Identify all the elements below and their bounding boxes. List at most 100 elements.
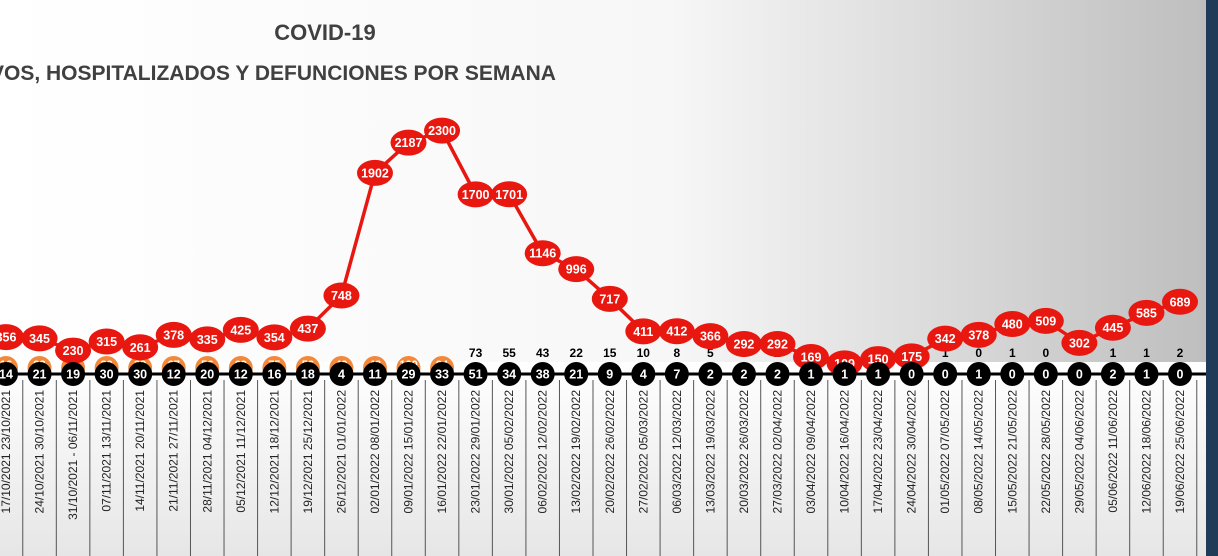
red-point-label: 345 — [29, 332, 50, 346]
black-point — [530, 362, 555, 386]
black-point-label: 1 — [1143, 368, 1150, 382]
red-point — [289, 315, 326, 342]
black-point — [1168, 362, 1192, 386]
red-point-label: 378 — [968, 328, 989, 342]
black-point-label: 14 — [0, 368, 13, 382]
black-point — [27, 362, 52, 386]
black-point — [1000, 362, 1025, 386]
red-point-label: 509 — [1035, 314, 1056, 328]
orange-point-label: 15 — [603, 346, 617, 360]
black-point-label: 29 — [402, 368, 416, 382]
x-tick-label: 30/01/2022 05/02/2022 — [502, 390, 516, 514]
black-point — [832, 362, 857, 386]
x-tick-label: 06/02/2022 12/02/2022 — [536, 390, 550, 514]
red-point-label: 437 — [297, 322, 318, 336]
black-point-label: 2 — [1109, 368, 1116, 382]
black-point-label: 30 — [133, 368, 147, 382]
black-point — [61, 362, 86, 386]
red-point-label: 411 — [633, 325, 653, 339]
black-point — [1067, 362, 1092, 386]
x-tick-label: 23/01/2022 29/01/2022 — [469, 390, 483, 514]
black-point-label: 34 — [502, 368, 516, 382]
orange-point-label: 43 — [536, 346, 550, 360]
black-point — [866, 362, 891, 386]
black-point — [497, 362, 522, 386]
red-point-label: 175 — [901, 350, 922, 364]
red-point — [1027, 307, 1064, 334]
black-point — [631, 362, 656, 386]
black-point — [799, 362, 824, 386]
black-point-label: 38 — [536, 368, 550, 382]
red-point-label: 302 — [1069, 336, 1090, 350]
x-tick-label: 09/01/2022 15/01/2022 — [402, 390, 416, 514]
black-point — [396, 362, 421, 386]
black-point-label: 0 — [1009, 368, 1016, 382]
red-point — [222, 316, 259, 343]
red-point — [1162, 288, 1198, 315]
orange-point-label: 10 — [637, 346, 651, 360]
black-point — [195, 362, 220, 386]
x-tick-label: 02/01/2022 08/01/2022 — [368, 390, 382, 514]
red-point — [994, 311, 1031, 337]
red-point-label: 230 — [63, 344, 84, 358]
black-point-label: 20 — [200, 368, 214, 382]
black-point — [933, 362, 958, 386]
black-point-label: 51 — [469, 368, 483, 382]
orange-point-label: 0 — [1042, 346, 1049, 360]
series-black: 14 21 19 30 30 12 20 12 16 18 4 11 29 33 51 34 38 21 9 4 7 2 2… — [0, 362, 1206, 386]
red-point — [21, 325, 58, 352]
black-point-label: 0 — [1177, 368, 1184, 382]
red-point-label: 335 — [197, 333, 218, 347]
x-tick-label: 17/04/2022 23/04/2022 — [871, 390, 885, 514]
black-point — [899, 362, 924, 386]
black-point — [128, 362, 153, 386]
red-point-label: 412 — [666, 325, 687, 339]
x-tick-label: 29/05/2022 04/06/2022 — [1072, 390, 1086, 514]
red-point — [323, 282, 360, 309]
black-point-label: 0 — [942, 368, 949, 382]
black-point — [1100, 362, 1125, 386]
black-point-label: 18 — [301, 368, 315, 382]
black-point-label: 12 — [234, 368, 248, 382]
black-point — [262, 362, 287, 386]
x-tick-label: 28/11/2021 04/12/2021 — [200, 390, 214, 513]
x-axis: 17/10/2021 23/10/2021 24/10/2021 30/10/20… — [0, 374, 1206, 556]
orange-point-label: 1 — [1009, 346, 1016, 360]
x-tick-label: 20/03/2022 26/03/2022 — [737, 390, 751, 514]
x-tick-label: 27/03/2022 02/04/2022 — [770, 390, 784, 514]
black-point-label: 1 — [975, 368, 982, 382]
x-tick-label: 13/03/2022 19/03/2022 — [703, 390, 717, 514]
x-tick-label: 08/05/2022 14/05/2022 — [972, 390, 986, 514]
orange-point-label: 73 — [469, 346, 483, 360]
red-point — [591, 285, 628, 312]
x-tick-label: 14/11/2021 20/11/2021 — [133, 390, 147, 512]
red-point-label: 315 — [96, 335, 117, 349]
red-point-label: 1146 — [529, 247, 556, 261]
black-point — [731, 362, 756, 386]
red-point — [860, 346, 897, 373]
black-point — [329, 362, 354, 386]
black-point — [1033, 362, 1058, 386]
red-point-label: 1700 — [462, 188, 490, 202]
black-point-label: 2 — [774, 368, 781, 382]
black-point-label: 4 — [338, 368, 345, 382]
red-point-label: 342 — [935, 332, 956, 346]
black-point-label: 1 — [841, 368, 848, 382]
black-point — [463, 362, 488, 386]
red-point — [491, 181, 528, 208]
x-tick-label: 10/04/2022 16/04/2022 — [838, 390, 852, 514]
black-point — [664, 362, 689, 386]
red-point — [424, 117, 461, 144]
black-point-label: 2 — [740, 368, 747, 382]
orange-point-label: 8 — [674, 346, 681, 360]
black-point-label: 30 — [100, 368, 114, 382]
red-point-label: 689 — [1170, 295, 1191, 309]
red-point — [1061, 329, 1098, 356]
red-point — [927, 325, 964, 352]
red-point-label: 356 — [0, 331, 16, 345]
red-point — [658, 318, 695, 345]
red-point-label: 150 — [868, 353, 889, 367]
red-point — [356, 159, 393, 186]
red-point — [457, 181, 494, 208]
